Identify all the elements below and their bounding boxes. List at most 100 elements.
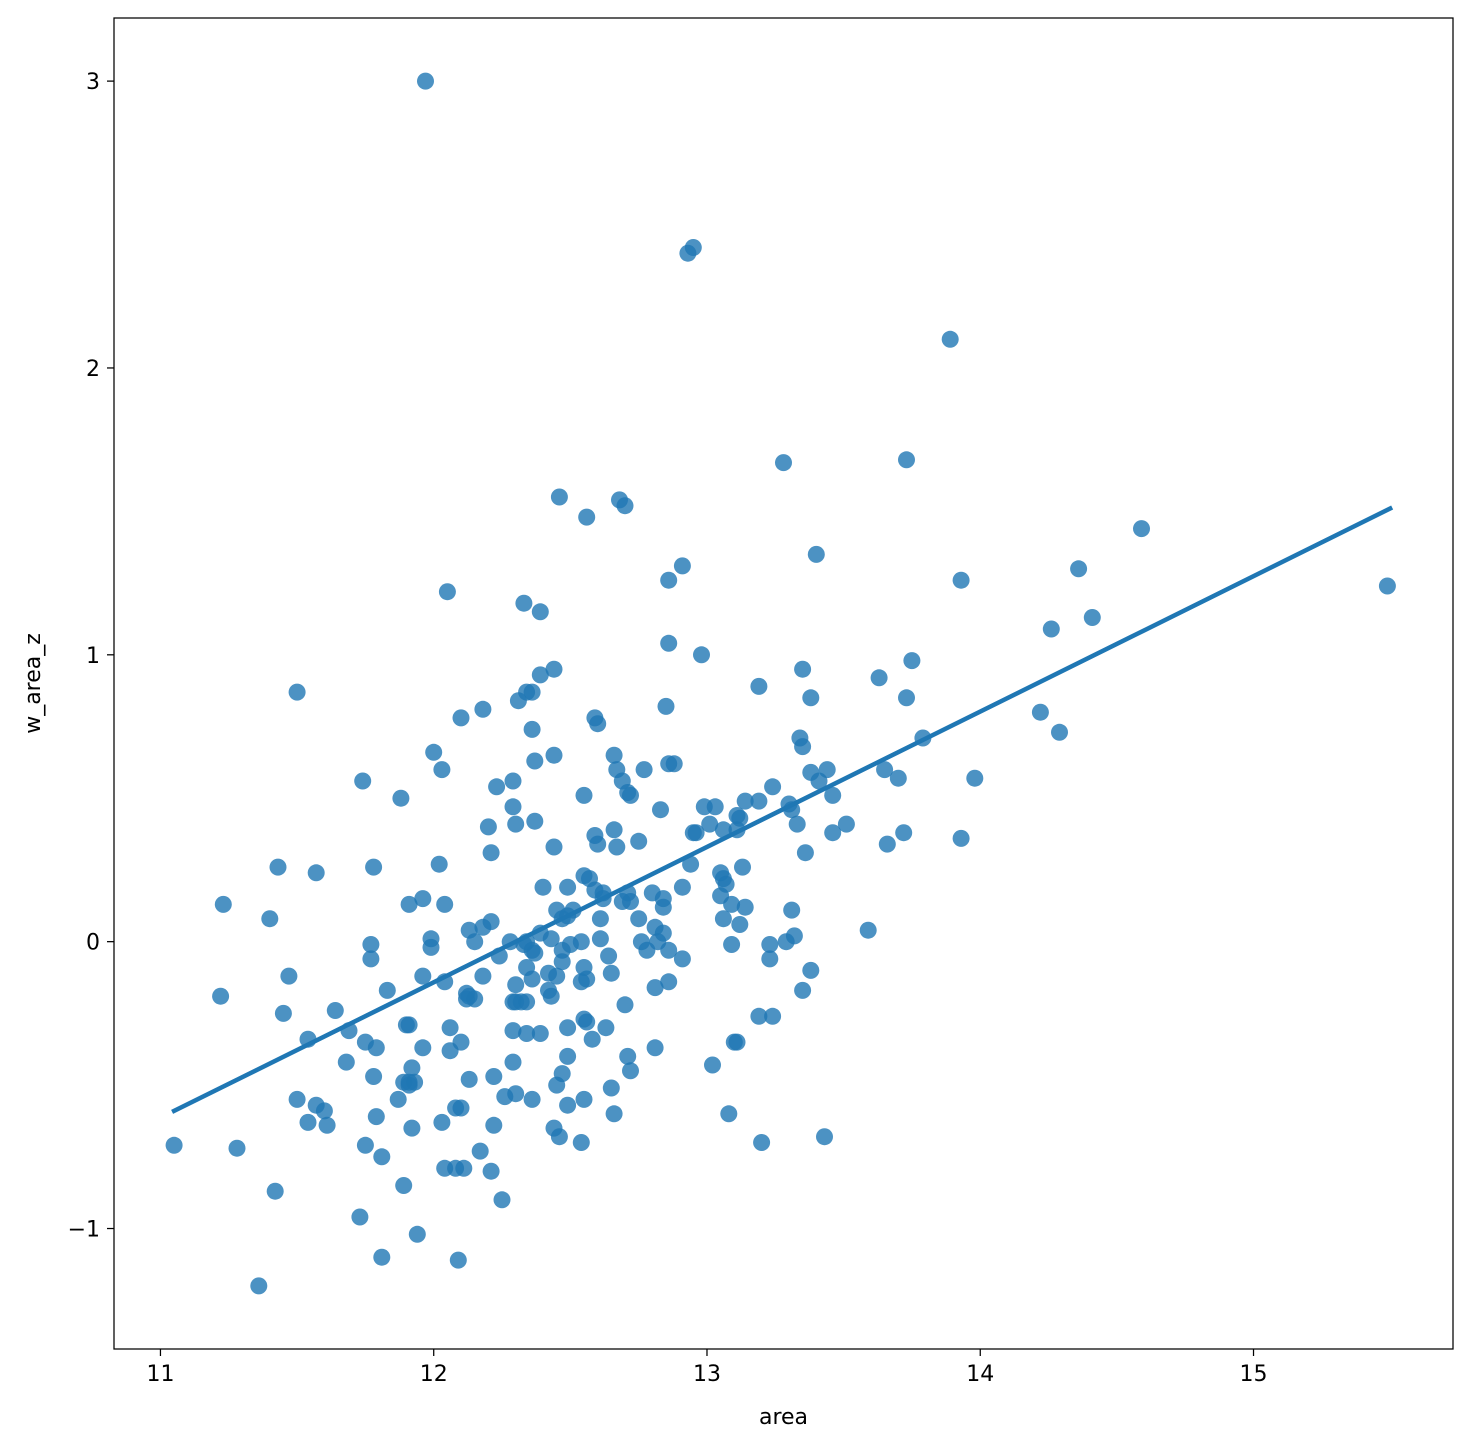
data-point [337, 1053, 355, 1071]
data-point [728, 1033, 746, 1051]
data-point [466, 990, 484, 1008]
data-point [630, 910, 648, 928]
data-point [400, 1076, 418, 1094]
data-point [362, 936, 380, 953]
data-point [504, 1053, 522, 1071]
data-point [753, 1134, 771, 1151]
x-tick-label: 12 [420, 1362, 448, 1387]
data-point [550, 488, 568, 506]
data-point [630, 832, 648, 850]
data-point [1378, 577, 1396, 595]
data-point [783, 901, 801, 919]
data-point [531, 1025, 549, 1042]
data-point [602, 1079, 620, 1097]
data-point [365, 1068, 383, 1085]
data-point [441, 1042, 459, 1060]
data-point [583, 1030, 601, 1048]
data-point [466, 933, 484, 951]
data-point [548, 1076, 566, 1094]
data-point [288, 1090, 306, 1108]
data-point [616, 497, 634, 515]
data-point [523, 720, 541, 738]
data-point [638, 941, 656, 959]
data-point [734, 858, 751, 876]
data-point [559, 1096, 577, 1114]
data-point [750, 792, 768, 810]
data-point [646, 1039, 664, 1057]
data-point [367, 1108, 385, 1126]
data-point [417, 72, 434, 90]
data-point [736, 792, 754, 810]
data-point [572, 1134, 590, 1151]
data-point [433, 1113, 451, 1131]
data-point [504, 798, 522, 816]
data-point [441, 1019, 459, 1037]
x-axis-ticks: 11 12 13 14 15 [146, 1349, 1268, 1387]
data-point [550, 1128, 568, 1146]
data-point [373, 1148, 391, 1166]
data-point [559, 878, 577, 896]
data-point [693, 646, 710, 664]
data-point [509, 692, 527, 710]
data-point [794, 660, 812, 678]
data-point [646, 979, 664, 997]
data-point [720, 1105, 738, 1123]
data-point [600, 947, 618, 965]
data-point [561, 936, 579, 953]
data-point [837, 815, 855, 833]
data-point [660, 571, 678, 589]
data-point [810, 772, 828, 790]
data-point [794, 981, 812, 999]
data-point [438, 583, 456, 601]
data-point [654, 898, 672, 916]
data-point [816, 1128, 833, 1146]
data-point [575, 1090, 593, 1108]
data-point [966, 769, 984, 787]
data-point [807, 545, 825, 563]
data-point [542, 930, 560, 948]
data-point [802, 689, 820, 707]
data-point [455, 1159, 473, 1177]
data-point [673, 878, 691, 896]
data-point [518, 993, 536, 1011]
data-point [714, 821, 732, 839]
data-point [504, 772, 522, 790]
x-tick-label: 14 [966, 1362, 994, 1387]
data-point [274, 1004, 292, 1022]
data-point [764, 778, 782, 796]
data-point [482, 1162, 500, 1180]
data-point [1070, 560, 1088, 578]
data-point [750, 1007, 768, 1025]
data-point [619, 1047, 637, 1065]
data-point [660, 941, 678, 959]
data-point [714, 910, 732, 928]
data-point [1133, 520, 1150, 538]
data-point [526, 944, 544, 962]
data-point [389, 1090, 407, 1108]
y-tick-label: −1 [68, 1218, 100, 1243]
data-point [895, 824, 913, 842]
data-point [531, 603, 549, 621]
data-point [704, 1056, 721, 1074]
data-point [474, 700, 492, 718]
data-point [165, 1136, 183, 1154]
data-point [591, 930, 609, 948]
data-point [485, 1068, 503, 1085]
data-point [665, 755, 683, 773]
data-point [597, 1019, 615, 1037]
data-point [504, 1022, 522, 1040]
data-point [824, 786, 842, 804]
data-point [578, 1013, 596, 1031]
data-point [660, 634, 678, 652]
data-point [299, 1113, 317, 1131]
data-point [526, 812, 544, 830]
data-point [482, 844, 500, 862]
data-point [824, 824, 842, 842]
data-point [788, 815, 806, 833]
data-point [540, 981, 557, 999]
data-point [622, 893, 639, 910]
data-point [518, 1025, 536, 1042]
data-point [523, 970, 541, 988]
